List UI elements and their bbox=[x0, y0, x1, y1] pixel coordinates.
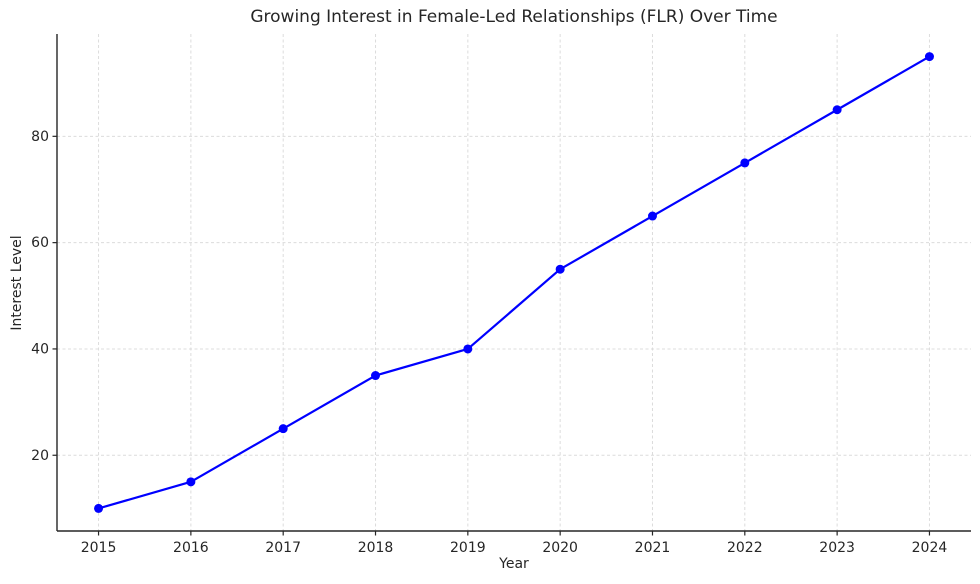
x-tick-label: 2017 bbox=[265, 540, 301, 556]
data-point bbox=[186, 477, 196, 487]
data-point bbox=[740, 158, 750, 168]
chart-title: Growing Interest in Female-Led Relations… bbox=[250, 7, 778, 27]
x-tick-label: 2016 bbox=[173, 540, 209, 556]
x-tick-label: 2024 bbox=[912, 540, 948, 556]
y-axis-label: Interest Level bbox=[9, 235, 25, 331]
data-point bbox=[371, 371, 381, 381]
data-point bbox=[463, 344, 473, 354]
y-tick-label: 40 bbox=[31, 341, 49, 357]
y-tick-label: 60 bbox=[31, 235, 49, 251]
data-point bbox=[647, 211, 657, 221]
x-tick-label: 2018 bbox=[358, 540, 394, 556]
data-point bbox=[924, 52, 934, 62]
data-point bbox=[832, 105, 842, 115]
x-tick-label: 2023 bbox=[819, 540, 855, 556]
x-tick-label: 2022 bbox=[727, 540, 763, 556]
x-axis-label: Year bbox=[499, 556, 529, 572]
data-point bbox=[555, 264, 565, 274]
data-line bbox=[97, 55, 931, 510]
x-tick-label: 2015 bbox=[81, 540, 117, 556]
x-tick-label: 2019 bbox=[450, 540, 486, 556]
y-tick-label: 20 bbox=[31, 448, 49, 464]
data-point bbox=[278, 424, 288, 434]
x-tick-label: 2020 bbox=[542, 540, 578, 556]
x-tick-label: 2021 bbox=[635, 540, 671, 556]
data-point bbox=[94, 503, 104, 513]
y-tick-label: 80 bbox=[31, 129, 49, 145]
